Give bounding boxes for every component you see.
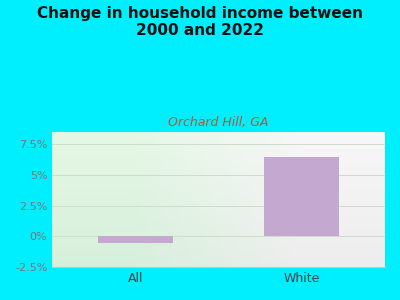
Title: Orchard Hill, GA: Orchard Hill, GA [168, 116, 269, 129]
Text: Change in household income between
2000 and 2022: Change in household income between 2000 … [37, 6, 363, 38]
Bar [264, 157, 339, 236]
Bar [98, 236, 173, 243]
